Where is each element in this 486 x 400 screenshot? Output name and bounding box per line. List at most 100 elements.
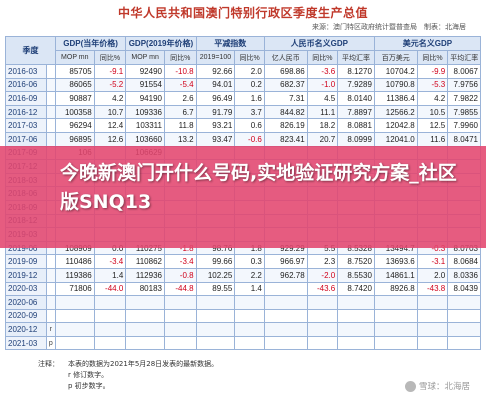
table-cell: -3.4 bbox=[163, 254, 197, 269]
table-cell: -1.0 bbox=[306, 77, 339, 93]
table-cell bbox=[54, 308, 95, 324]
table-cell: 71806 bbox=[54, 281, 95, 297]
flag-cell bbox=[45, 267, 56, 283]
table-cell: 1.4 bbox=[234, 281, 265, 297]
table-cell bbox=[373, 335, 418, 351]
table-cell: 4.2 bbox=[93, 91, 127, 106]
table-cell: 7.8897 bbox=[337, 104, 375, 120]
table-row: 2019-09 110486 -3.4 110862 -3.4 99.66 0.3 966.9… bbox=[5, 254, 481, 269]
subheader-cell: 平均汇率 bbox=[447, 50, 481, 65]
subheader-cell: MOP mn bbox=[125, 50, 165, 65]
table-cell: 7.9822 bbox=[447, 91, 481, 106]
table-cell: 94.01 bbox=[195, 77, 236, 93]
table-cell: 0.3 bbox=[234, 254, 265, 269]
table-cell bbox=[54, 295, 95, 310]
table-cell: 962.78 bbox=[263, 267, 308, 283]
flag-cell bbox=[45, 281, 56, 297]
table-cell: -3.1 bbox=[416, 254, 449, 269]
table-cell: 80183 bbox=[125, 281, 165, 297]
table-cell: 7.9960 bbox=[447, 118, 481, 133]
table-subheader-row: MOP mn 同比% MOP mn 同比% 2019=100 同比% 亿人民币 … bbox=[6, 50, 481, 65]
table-cell bbox=[306, 295, 339, 310]
table-cell bbox=[163, 295, 197, 310]
overlay-banner-text: 今晚新澳门开什么号码,实地验证研究方案_社区版SNQ13 bbox=[60, 162, 457, 213]
table-cell: -44.8 bbox=[163, 281, 197, 297]
table-cell: -3.4 bbox=[93, 254, 127, 269]
table-cell bbox=[337, 308, 375, 324]
table-header-row: 季度 GDP(当年价格) GDP(2019年价格) 平减指数 人民币名义GDP … bbox=[5, 36, 482, 65]
quarter-cell: 2019-12 bbox=[5, 267, 47, 283]
table-cell: 7.31 bbox=[263, 91, 308, 106]
table-cell: 11.1 bbox=[306, 104, 339, 120]
table-cell: 8.0881 bbox=[337, 118, 375, 133]
table-cell: 11.6 bbox=[416, 131, 449, 147]
table-cell bbox=[195, 335, 236, 351]
flag-cell bbox=[45, 295, 56, 310]
table-cell: -43.8 bbox=[416, 281, 449, 297]
table-cell: 8.0471 bbox=[447, 131, 481, 147]
table-cell: -44.0 bbox=[93, 281, 127, 297]
subheader-cell: 同比% bbox=[163, 50, 197, 65]
table-cell: 3.7 bbox=[234, 104, 265, 120]
subheader-cell: 2019=100 bbox=[195, 50, 236, 65]
quarter-cell: 2016-03 bbox=[5, 64, 47, 79]
table-cell: 14861.1 bbox=[373, 267, 418, 283]
table-cell: 844.82 bbox=[263, 104, 308, 120]
table-cell: 90887 bbox=[54, 91, 95, 106]
table-cell bbox=[234, 308, 265, 324]
table-row: 2021-03 p bbox=[5, 335, 481, 351]
table-cell bbox=[195, 322, 236, 337]
table-cell bbox=[93, 335, 127, 351]
subheader-cell: 同比% bbox=[234, 50, 265, 65]
table-cell bbox=[234, 322, 265, 337]
table-cell: 8926.8 bbox=[373, 281, 418, 297]
table-cell bbox=[373, 322, 418, 337]
table-cell bbox=[447, 295, 481, 310]
quarter-cell: 2016-12 bbox=[5, 104, 47, 120]
table-cell: 13.2 bbox=[163, 131, 197, 147]
table-cell: 13693.6 bbox=[373, 254, 418, 269]
table-cell: 6.7 bbox=[163, 104, 197, 120]
table-cell: -3.6 bbox=[306, 64, 339, 79]
table-cell bbox=[125, 335, 165, 351]
quarter-cell: 2017-06 bbox=[5, 131, 47, 147]
table-cell: 12.5 bbox=[416, 118, 449, 133]
quarter-cell: 2020-06 bbox=[5, 295, 47, 310]
table-cell: 102.25 bbox=[195, 267, 236, 283]
table-cell: 698.86 bbox=[263, 64, 308, 79]
table-cell: 11.8 bbox=[163, 118, 197, 133]
table-cell: 1.6 bbox=[234, 91, 265, 106]
source-note: 来源：澳门特区政府统计暨普查局 制表：北海居 bbox=[312, 23, 466, 31]
table-cell: 103660 bbox=[125, 131, 165, 147]
table-cell bbox=[416, 322, 449, 337]
table-cell: -5.3 bbox=[416, 77, 449, 93]
quarter-cell: 2016-09 bbox=[5, 91, 47, 106]
table-cell bbox=[373, 295, 418, 310]
table-cell bbox=[373, 308, 418, 324]
flag-cell bbox=[45, 104, 56, 120]
table-row: 2016-06 86065 -5.2 91554 -5.4 94.01 0.2 682.37-… bbox=[5, 77, 481, 93]
table-row: 2020-12 r bbox=[5, 322, 481, 337]
table-cell: 85705 bbox=[54, 64, 95, 79]
table-cell: 12566.2 bbox=[373, 104, 418, 120]
table-cell bbox=[337, 335, 375, 351]
quarter-cell: 2020-12 bbox=[5, 322, 47, 337]
watermark: 雪球：北海居 bbox=[404, 380, 470, 392]
table-cell bbox=[263, 295, 308, 310]
table-cell: 2.0 bbox=[234, 64, 265, 79]
table-cell bbox=[163, 322, 197, 337]
table-cell: 18.2 bbox=[306, 118, 339, 133]
table-cell: 100358 bbox=[54, 104, 95, 120]
table-cell: -10.8 bbox=[163, 64, 197, 79]
table-cell: 0.2 bbox=[234, 77, 265, 93]
table-cell: 10.5 bbox=[416, 104, 449, 120]
table-cell: -43.6 bbox=[306, 281, 339, 297]
table-row: 2016-12 100358 10.7 109336 6.7 91.79 3.7 844.82… bbox=[5, 104, 481, 120]
table-cell: -0.8 bbox=[163, 267, 197, 283]
table-cell: 8.0439 bbox=[447, 281, 481, 297]
table-cell: 8.7420 bbox=[337, 281, 375, 297]
col-rmb-gdp: 人民币名义GDP bbox=[263, 36, 375, 51]
quarter-cell: 2020-03 bbox=[5, 281, 47, 297]
subheader-cell: 亿人民币 bbox=[263, 50, 308, 65]
table-cell: 11386.4 bbox=[373, 91, 418, 106]
